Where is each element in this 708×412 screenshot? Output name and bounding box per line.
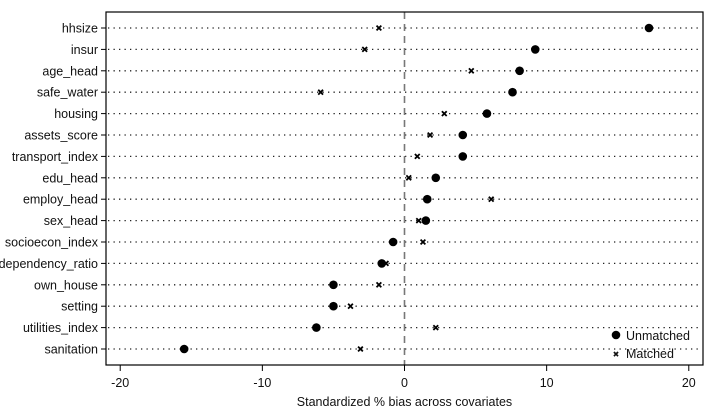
matched-point xyxy=(488,196,495,203)
matched-point xyxy=(415,217,422,224)
legend-matched-label: Matched xyxy=(626,347,674,361)
unmatched-point xyxy=(388,237,398,247)
category-label: housing xyxy=(54,107,98,121)
category-label: edu_head xyxy=(42,171,98,185)
unmatched-point xyxy=(458,130,468,140)
category-label: socioecon_index xyxy=(5,236,99,250)
unmatched-point xyxy=(458,152,468,161)
category-label: utilities_index xyxy=(23,321,99,335)
matched-point xyxy=(405,174,412,181)
unmatched-point xyxy=(179,344,189,354)
category-label: age_head xyxy=(42,64,98,78)
legend: Unmatched ✖ Matched xyxy=(611,329,690,361)
x-tick-label: 20 xyxy=(682,376,696,390)
unmatched-point xyxy=(431,173,441,183)
unmatched-point xyxy=(421,216,431,225)
unmatched-point xyxy=(515,66,524,76)
unmatched-point xyxy=(329,301,338,311)
category-label: sex_head xyxy=(44,214,98,228)
matched-point xyxy=(468,67,475,74)
unmatched-point xyxy=(644,23,654,33)
category-label: assets_score xyxy=(24,129,98,143)
unmatched-point xyxy=(329,280,338,290)
unmatched-point xyxy=(377,259,387,268)
unmatched-point xyxy=(312,323,321,332)
category-label: dependency_ratio xyxy=(0,257,98,271)
unmatched-point xyxy=(422,194,432,204)
x-tick-label: 0 xyxy=(401,376,408,390)
matched-point xyxy=(317,89,324,96)
category-label: hhsize xyxy=(62,22,98,36)
category-label: setting xyxy=(61,300,98,314)
unmatched-point xyxy=(530,45,540,54)
matched-point xyxy=(375,281,382,288)
data-marks xyxy=(179,23,654,354)
x-tick-label: -20 xyxy=(111,376,129,390)
matched-point xyxy=(419,238,427,246)
matched-point xyxy=(347,303,354,310)
matched-point xyxy=(375,24,382,32)
x-axis-title: Standardized % bias across covariates xyxy=(297,395,512,409)
legend-unmatched-marker xyxy=(611,330,621,340)
category-label: insur xyxy=(71,43,98,57)
category-label: sanitation xyxy=(44,343,98,357)
category-label: safe_water xyxy=(37,86,98,100)
x-axis-ticks: -20 -10 0 10 20 xyxy=(111,365,696,390)
matched-point xyxy=(414,153,421,160)
unmatched-point xyxy=(482,109,492,118)
matched-point xyxy=(361,46,368,53)
legend-matched-marker: ✖ xyxy=(613,350,620,359)
category-label: transport_index xyxy=(12,150,99,164)
x-tick-label: 10 xyxy=(540,376,554,390)
category-label: own_house xyxy=(34,278,98,292)
x-tick-label: -10 xyxy=(253,376,271,390)
legend-unmatched-label: Unmatched xyxy=(626,329,690,343)
matched-point xyxy=(357,345,364,353)
matched-point xyxy=(441,110,448,117)
category-label: employ_head xyxy=(23,193,98,207)
matched-point xyxy=(427,131,434,139)
matched-point xyxy=(432,324,439,331)
unmatched-point xyxy=(508,87,517,97)
